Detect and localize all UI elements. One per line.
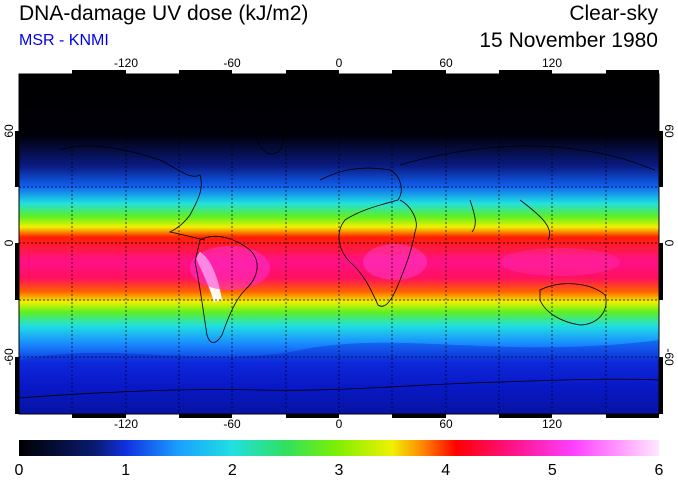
lat-tick-label: 60 xyxy=(662,124,676,138)
lon-tick-label: 0 xyxy=(336,417,343,431)
colorbar-label: 2 xyxy=(228,462,237,479)
colorbar-label: 1 xyxy=(121,462,130,479)
condition-label: Clear-sky xyxy=(569,2,658,25)
lon-tick-label: 60 xyxy=(439,417,453,431)
lat-labels-right: 60 0 -60 xyxy=(662,124,676,366)
colorbar-bar xyxy=(19,440,659,456)
graticule xyxy=(19,74,659,414)
lon-tick-label: -120 xyxy=(114,417,138,431)
date-label: 15 November 1980 xyxy=(479,29,658,52)
lon-tick-label: 60 xyxy=(439,56,453,70)
colorbar-label: 6 xyxy=(655,462,664,479)
lon-labels-bottom: -120 -60 0 60 120 xyxy=(114,417,562,431)
lon-tick-label: -60 xyxy=(223,56,241,70)
colorbar xyxy=(19,440,659,456)
map-title: DNA-damage UV dose (kJ/m2) xyxy=(19,2,309,25)
colorbar-labels: 0 1 2 3 4 5 6 xyxy=(15,462,664,479)
coastlines xyxy=(19,107,659,399)
lat-tick-label: 0 xyxy=(662,240,676,247)
colorbar-label: 3 xyxy=(335,462,344,479)
lon-labels-top: -120 -60 0 60 120 xyxy=(114,56,562,70)
lat-tick-label: -60 xyxy=(662,348,676,366)
lon-tick-label: 0 xyxy=(336,56,343,70)
lat-labels-left: 60 0 -60 xyxy=(2,124,16,366)
source-label: MSR - KNMI xyxy=(19,32,109,49)
lon-tick-label: -120 xyxy=(114,56,138,70)
lat-tick-label: 60 xyxy=(2,124,16,138)
frame-ticks xyxy=(15,70,663,418)
lon-tick-label: -60 xyxy=(223,417,241,431)
lon-tick-label: 120 xyxy=(542,56,562,70)
lon-tick-label: 120 xyxy=(542,417,562,431)
lat-tick-label: -60 xyxy=(2,348,16,366)
colorbar-label: 5 xyxy=(548,462,557,479)
lat-tick-label: 0 xyxy=(2,239,16,246)
colorbar-label: 4 xyxy=(441,462,450,479)
colorbar-label: 0 xyxy=(15,462,24,479)
